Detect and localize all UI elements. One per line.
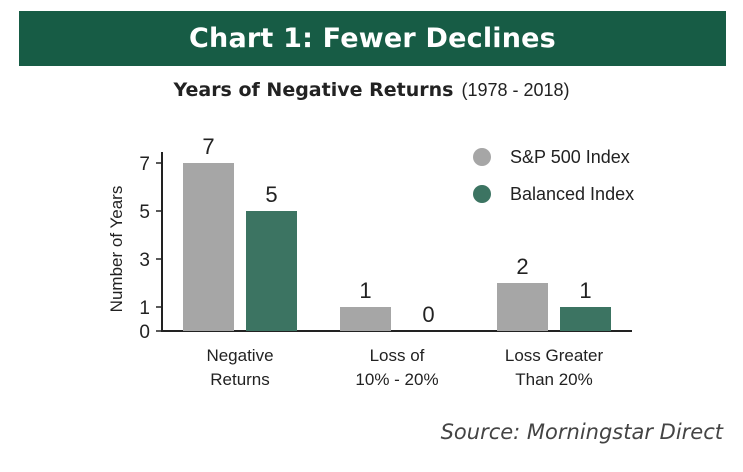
data-label: 7 [202,134,214,159]
bar [183,163,234,331]
x-tick-label: Loss of [370,346,425,365]
x-tick-label: Negative [206,346,273,365]
bar [340,307,391,331]
y-tick-label: 1 [139,298,150,319]
x-tick-label: Than 20% [515,370,593,389]
source-note: Source: Morningstar Direct [440,420,723,444]
legend-swatch [473,148,491,166]
y-axis-label: Number of Years [107,186,126,313]
legend-label: S&P 500 Index [510,147,630,167]
y-tick-label: 7 [139,154,150,175]
x-tick-label: Loss Greater [505,346,604,365]
data-label: 0 [422,302,434,327]
legend-label: Balanced Index [510,184,634,204]
x-tick-label: 10% - 20% [355,370,438,389]
data-label: 2 [516,254,528,279]
bar [560,307,611,331]
bar [246,211,297,331]
subtitle-main: Years of Negative Returns [173,79,454,101]
subtitle-range: (1978 - 2018) [461,80,570,100]
data-label: 1 [579,278,591,303]
data-label: 5 [265,182,277,207]
legend-swatch [473,185,491,203]
data-label: 1 [359,278,371,303]
y-tick-label: 5 [139,202,150,223]
y-tick-label: 0 [139,322,150,343]
y-tick-label: 3 [139,250,150,271]
chart-subtitle: Years of Negative Returns (1978 - 2018) [0,79,743,102]
bar [497,283,548,331]
x-tick-label: Returns [210,370,270,389]
chart-banner: Chart 1: Fewer Declines [19,11,726,66]
banner-title: Chart 1: Fewer Declines [189,23,556,54]
